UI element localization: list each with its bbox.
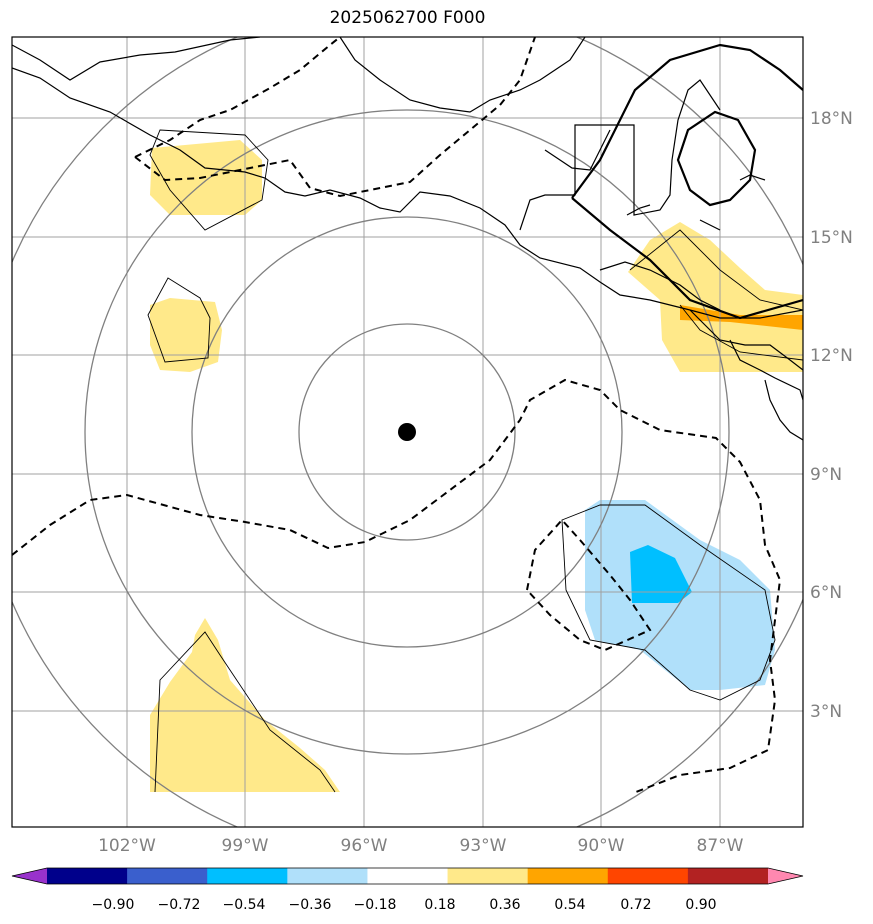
positive-shade-region xyxy=(628,222,803,372)
colorbar-segment xyxy=(367,868,449,884)
colorbar-extension-high xyxy=(768,868,803,884)
colorbar-tick-label: −0.18 xyxy=(354,897,397,913)
colorbar-tick-label: 0.54 xyxy=(554,897,585,913)
colorbar-segment xyxy=(287,868,368,884)
colorbar-tick-label: −0.90 xyxy=(92,897,135,913)
colorbar-segment xyxy=(527,868,609,884)
colorbar-extension-low xyxy=(12,868,47,884)
colorbar: −0.90 −0.72 −0.54 −0.36 −0.18 0.18 0.36 … xyxy=(11,867,804,913)
lat-labels: 18°N 15°N 12°N 9°N 6°N 3°N xyxy=(810,109,853,722)
colorbar-tick-label: 0.90 xyxy=(685,897,716,913)
lat-label-3n: 3°N xyxy=(810,702,842,722)
lon-labels: 102°W 99°W 96°W 93°W 90°W 87°W xyxy=(98,836,744,856)
lat-label-18n: 18°N xyxy=(810,109,853,129)
colorbar-tick-label: −0.54 xyxy=(223,897,266,913)
lon-label-99w: 99°W xyxy=(222,836,269,856)
solid-contours xyxy=(147,129,803,793)
map-title: 2025062700 F000 xyxy=(329,8,486,28)
heavy-contours xyxy=(571,43,803,320)
lon-label-90w: 90°W xyxy=(578,836,625,856)
lat-label-12n: 12°N xyxy=(810,346,853,366)
lon-label-96w: 96°W xyxy=(341,836,388,856)
colorbar-tick-label: 0.18 xyxy=(424,897,455,913)
graticule xyxy=(12,37,803,827)
dashed-contours xyxy=(12,37,782,793)
colorbar-segment xyxy=(207,868,288,884)
coastlines xyxy=(12,37,803,441)
colorbar-segment xyxy=(127,868,208,884)
colorbar-tick-label: −0.36 xyxy=(289,897,332,913)
colorbar-ticks: −0.90 −0.72 −0.54 −0.36 −0.18 0.18 0.36 … xyxy=(92,897,717,913)
colorbar-tick-label: −0.72 xyxy=(158,897,201,913)
colorbar-segment xyxy=(687,868,769,884)
lon-label-87w: 87°W xyxy=(697,836,744,856)
shading-layer xyxy=(150,140,803,792)
colorbar-segment xyxy=(447,868,529,884)
colorbar-tick-label: 0.72 xyxy=(620,897,651,913)
map-frame xyxy=(11,36,804,828)
colorbar-segment xyxy=(607,868,689,884)
range-rings xyxy=(12,37,803,827)
lon-label-93w: 93°W xyxy=(460,836,507,856)
lat-label-6n: 6°N xyxy=(810,583,842,603)
colorbar-segment xyxy=(47,868,128,884)
storm-center-marker xyxy=(398,423,416,441)
lat-label-9n: 9°N xyxy=(810,465,842,485)
lon-label-102w: 102°W xyxy=(98,836,156,856)
lat-label-15n: 15°N xyxy=(810,228,853,248)
colorbar-tick-label: 0.36 xyxy=(489,897,520,913)
positive-shade-region xyxy=(150,298,222,372)
strong-negative-shade-region xyxy=(630,545,692,603)
colorbar-frame xyxy=(11,867,804,885)
